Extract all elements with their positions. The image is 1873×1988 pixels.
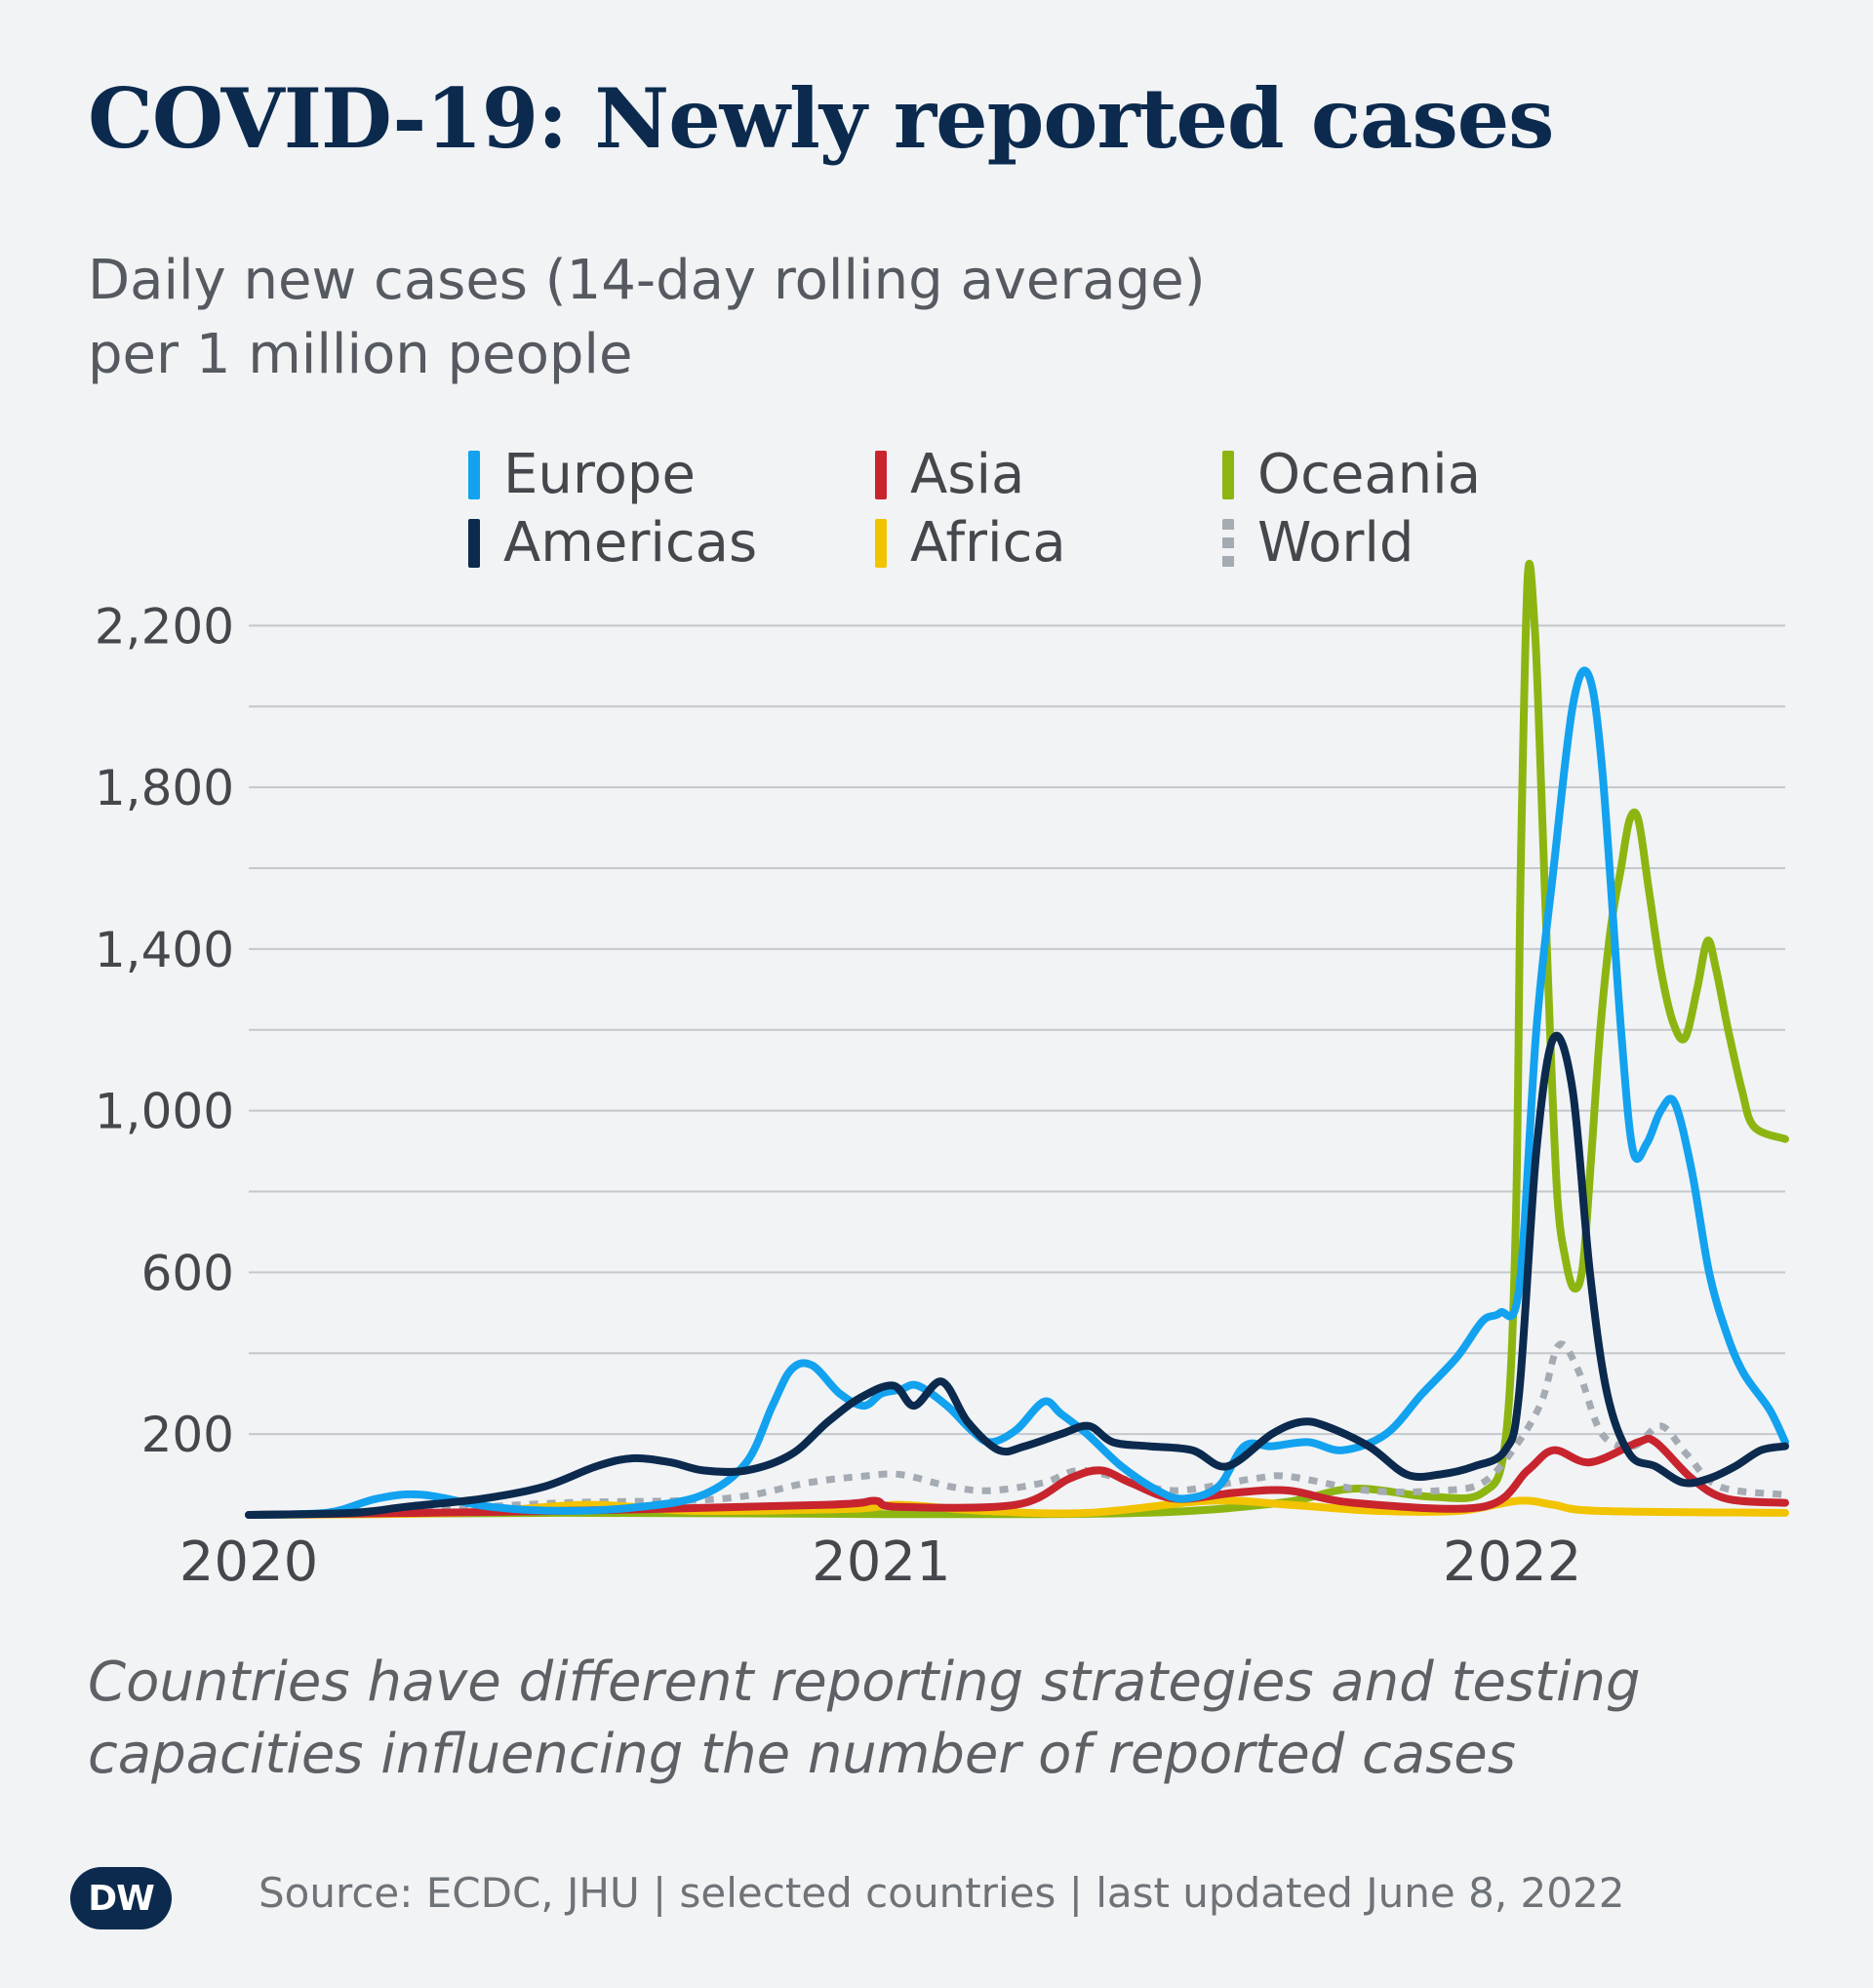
x-tick-label: 2020 [179, 1531, 319, 1594]
series-line-world [248, 1340, 1786, 1519]
legend-item-africa: Africa [875, 511, 1066, 575]
y-tick-label: 1,400 [95, 922, 234, 978]
legend-swatch-europe [468, 450, 480, 499]
footnote-line-2: capacities influencing the number of rep… [88, 1723, 1516, 1786]
legend-swatch-asia [875, 450, 887, 499]
source-note: Source: ECDC, JHU | selected countries |… [259, 1869, 1625, 1917]
legend-swatch-africa [875, 518, 887, 568]
legend-label-africa: Africa [910, 511, 1066, 575]
dw-logo: DW [70, 1867, 172, 1929]
legend-label-asia: Asia [910, 443, 1025, 506]
footnote: Countries have different reporting strat… [88, 1647, 1641, 1791]
legend-swatch-oceania [1222, 450, 1234, 499]
chart-title: COVID-19: Newly reported cases [88, 70, 1554, 167]
legend-label-europe: Europe [503, 443, 696, 506]
x-tick-label: 2021 [812, 1531, 951, 1594]
legend-label-americas: Americas [503, 511, 758, 575]
series-line-europe [245, 666, 1789, 1519]
x-tick-label: 2022 [1443, 1531, 1582, 1594]
y-tick-label: 1,800 [95, 760, 234, 816]
y-tick-label: 2,200 [95, 598, 234, 655]
y-tick-label: 600 [141, 1245, 234, 1301]
legend-item-americas: Americas [468, 511, 757, 575]
subtitle-line-2: per 1 million people [88, 323, 633, 386]
y-tick-label: 200 [141, 1407, 234, 1463]
legend-swatch-americas [468, 518, 480, 568]
legend-label-oceania: Oceania [1257, 443, 1482, 506]
legend-item-europe: Europe [468, 443, 696, 506]
series-line-americas [245, 1031, 1789, 1519]
subtitle-line-1: Daily new cases (14-day rolling average) [88, 249, 1206, 312]
legend-item-oceania: Oceania [1222, 443, 1481, 506]
series-line-africa [245, 1496, 1789, 1519]
chart-subtitle: Daily new cases (14-day rolling average)… [88, 244, 1206, 392]
legend-item-world: World [1222, 511, 1414, 575]
legend-item-asia: Asia [875, 443, 1024, 506]
line-chart: 200 600 1,000 1,400 1,800 2,200 2020 2021 2022 [95, 559, 1789, 1594]
footnote-line-1: Countries have different reporting strat… [88, 1650, 1641, 1714]
y-tick-label: 1,000 [95, 1084, 234, 1140]
legend-label-world: World [1257, 511, 1415, 575]
legend-swatch-world [1222, 518, 1234, 568]
